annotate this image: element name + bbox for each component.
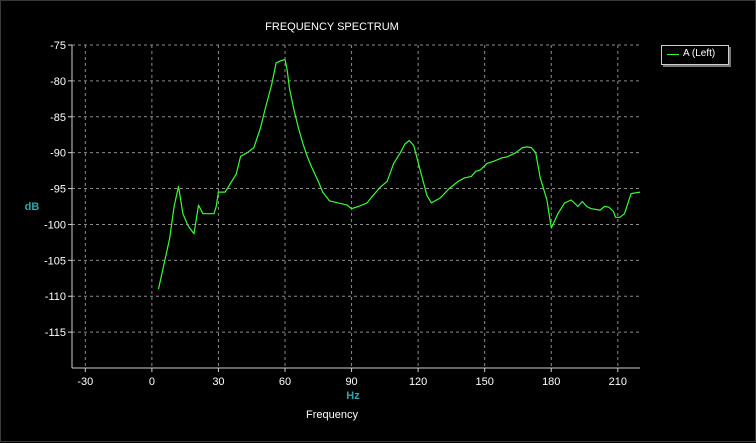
x-tick-label: -30 <box>77 376 93 388</box>
x-tick-label: 90 <box>345 376 357 388</box>
y-tick-label: -115 <box>45 327 66 339</box>
y-axis-label: dB <box>25 201 40 213</box>
y-tick-label: -85 <box>50 112 66 124</box>
y-tick-label: -105 <box>44 255 66 267</box>
legend: A (Left) <box>661 45 729 65</box>
series-line <box>157 58 641 290</box>
y-tick-label: -80 <box>50 76 66 88</box>
x-tick-labels: -30 0 30 60 90 120 150 180 210 <box>77 368 627 388</box>
legend-label: A (Left) <box>683 48 716 59</box>
grid <box>72 44 640 368</box>
y-tick-label: -75 <box>50 40 66 52</box>
x-tick-label: 30 <box>212 376 224 388</box>
legend-swatch <box>667 54 679 55</box>
chart-title: FREQUENCY SPECTRUM <box>265 21 399 33</box>
y-tick-label: -100 <box>44 219 66 231</box>
axes <box>71 45 640 369</box>
x-tick-label: 210 <box>609 376 627 388</box>
chart-footer: Frequency <box>306 409 358 421</box>
x-tick-label: 0 <box>149 376 155 388</box>
x-tick-label: 120 <box>409 376 427 388</box>
series-group <box>157 58 641 290</box>
y-tick-label: -110 <box>45 291 66 303</box>
y-tick-labels: -75 -80 -85 -90 -95 -100 -105 -110 -115 <box>44 40 72 339</box>
x-tick-label: 150 <box>476 376 494 388</box>
y-tick-label: -95 <box>50 184 66 196</box>
x-tick-label: 60 <box>279 376 291 388</box>
x-tick-label: 180 <box>542 376 560 388</box>
y-tick-label: -90 <box>50 148 66 160</box>
x-axis-label: Hz <box>346 390 360 402</box>
